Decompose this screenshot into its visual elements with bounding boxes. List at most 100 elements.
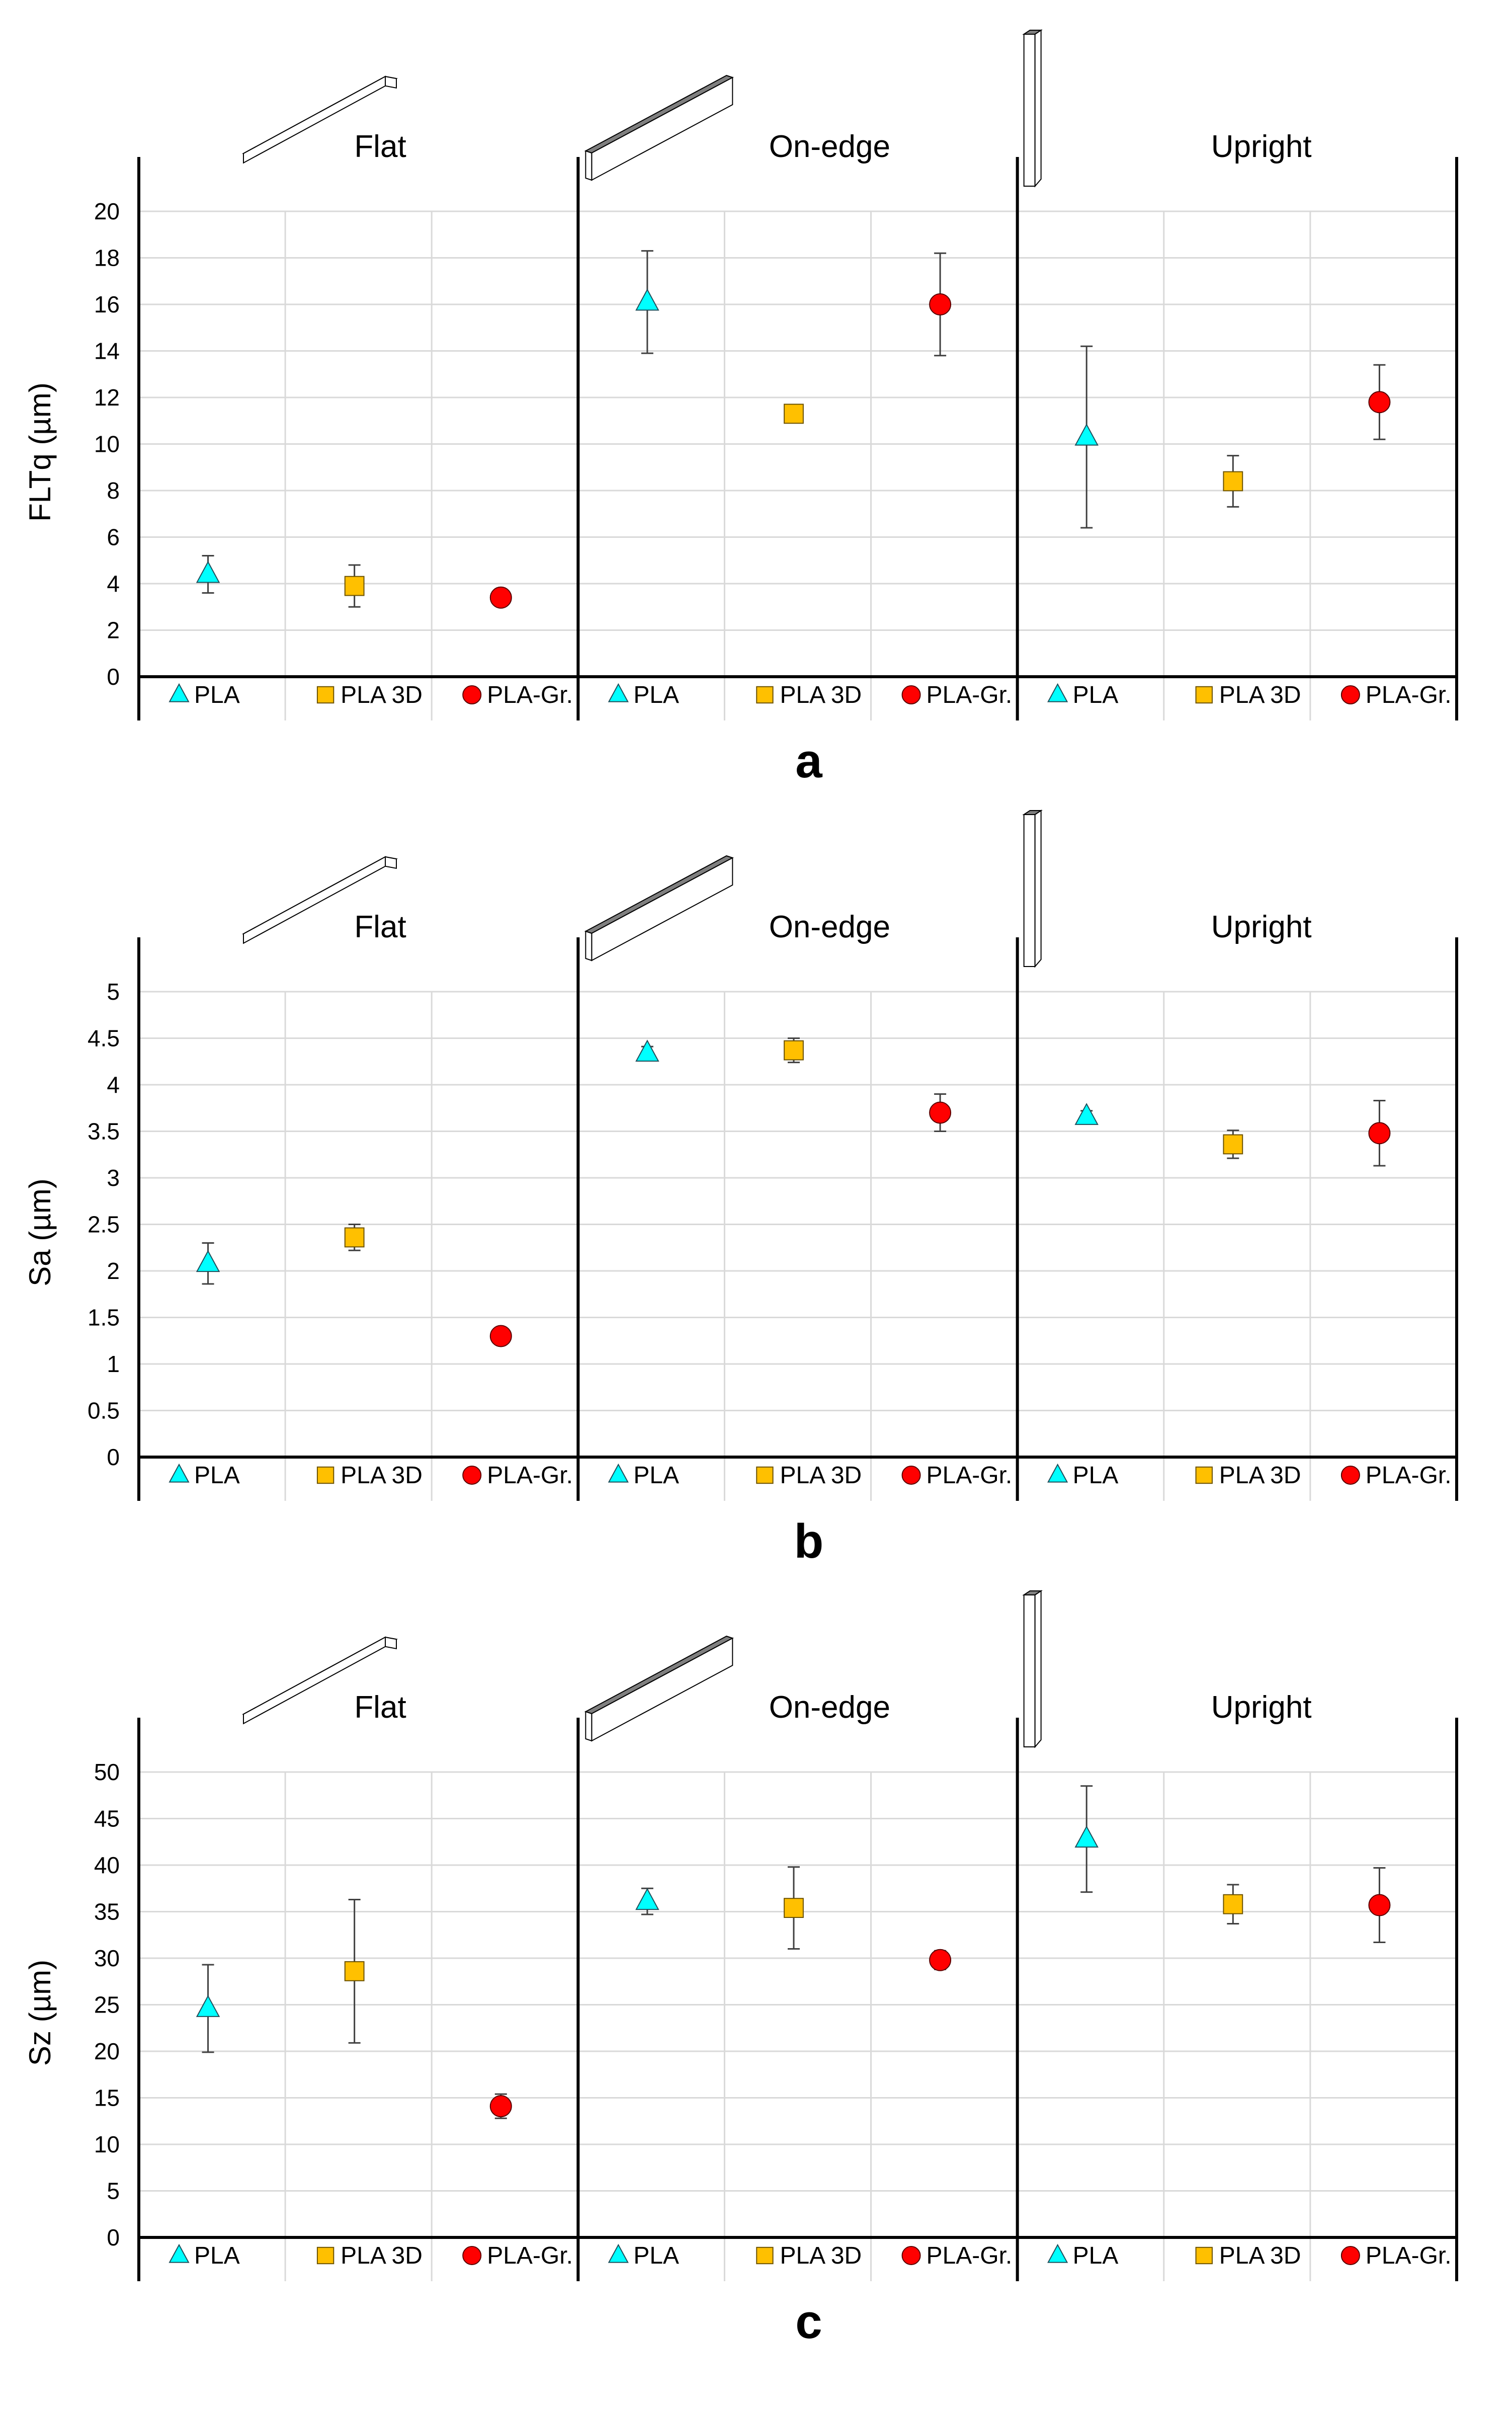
flat-prism-icon: [242, 1636, 398, 1725]
data-point-pla: [1074, 423, 1099, 446]
legend-label: PLA 3D: [1219, 682, 1301, 708]
upright-prism-icon: [1022, 29, 1043, 188]
data-point-pla: [1074, 1103, 1099, 1125]
chart-panel-a: 0 2 4 6 8 10 12 14 16 18 20 FLTq (µm) Flat On-edge Upr…: [23, 29, 1458, 788]
panel-label: c: [795, 2295, 822, 2349]
legend-marker-square: [316, 1466, 334, 1484]
legend-marker-circle: [901, 1466, 921, 1485]
group-label-upright: Upright: [1211, 1690, 1312, 1725]
legend-label: PLA 3D: [341, 682, 423, 708]
y-tick-label: 2: [107, 1258, 120, 1284]
data-point-pla-3d: [344, 1961, 365, 1981]
y-tick-label: 10: [94, 431, 120, 457]
panel-label: a: [795, 734, 822, 788]
legend-marker-triangle: [1047, 1463, 1068, 1483]
y-axis-label: Sz (µm): [23, 1960, 57, 2066]
legend-label: PLA: [194, 682, 240, 708]
data-point-pla: [635, 1888, 659, 1910]
legend-label: PLA-Gr.: [487, 682, 573, 708]
legend-label: PLA: [1073, 2242, 1119, 2269]
legend-label: PLA: [1073, 682, 1119, 708]
legend-marker-circle: [462, 685, 482, 704]
data-point-pla-3d: [1223, 1134, 1243, 1155]
legend-label: PLA: [633, 682, 679, 708]
legend-marker-circle: [901, 685, 921, 704]
legend-label: PLA-Gr.: [1366, 682, 1452, 708]
legend-marker-circle: [901, 2246, 921, 2265]
legend-marker-circle: [1340, 1466, 1360, 1485]
legend-label: PLA: [1073, 1462, 1119, 1489]
upright-prism-icon: [1022, 810, 1043, 968]
legend-marker-triangle: [608, 1463, 629, 1483]
data-point-pla-gr-: [489, 1325, 512, 1347]
data-point-pla: [635, 1039, 659, 1062]
y-tick-label: 12: [94, 384, 120, 411]
group-label-on-edge: On-edge: [769, 910, 890, 944]
legend-label: PLA-Gr.: [487, 1462, 573, 1489]
y-tick-label: 4: [107, 1072, 120, 1098]
y-tick-label: 35: [94, 1899, 120, 1925]
y-tick-label: 20: [94, 198, 120, 224]
y-tick-label: 40: [94, 1852, 120, 1878]
data-point-pla-gr-: [929, 1101, 952, 1124]
on-edge-prism-icon: [584, 1635, 734, 1742]
legend-label: PLA 3D: [780, 2242, 862, 2269]
data-point-pla-3d: [1223, 471, 1243, 492]
y-tick-label: 1: [107, 1351, 120, 1377]
legend-label: PLA 3D: [1219, 1462, 1301, 1489]
legend-marker-square: [1195, 2246, 1213, 2265]
legend-marker-triangle: [1047, 2243, 1068, 2263]
data-point-pla-3d: [344, 576, 365, 596]
legend-marker-triangle: [608, 2243, 629, 2263]
legend-marker-square: [756, 1466, 774, 1484]
y-axis-label: FLTq (µm): [23, 382, 57, 522]
y-tick-label: 45: [94, 1806, 120, 1832]
y-tick-label: 4.5: [88, 1025, 120, 1052]
data-point-pla-gr-: [929, 293, 952, 315]
legend-marker-circle: [1340, 2246, 1360, 2265]
y-tick-label: 0.5: [88, 1398, 120, 1424]
data-point-pla-3d: [1223, 1894, 1243, 1914]
legend-label: PLA-Gr.: [1366, 1462, 1452, 1489]
legend-label: PLA: [194, 1462, 240, 1489]
legend-marker-circle: [462, 2246, 482, 2265]
y-tick-label: 5: [107, 979, 120, 1005]
legend-label: PLA-Gr.: [1366, 2242, 1452, 2269]
chart-panel-b: 0 0.5 1 1.5 2 2.5 3 3.5 4 4.5 5 Sa (µm) Flat On-edge U…: [23, 810, 1458, 1568]
legend-marker-circle: [1340, 685, 1360, 704]
on-edge-prism-icon: [584, 855, 734, 961]
legend-label: PLA: [633, 2242, 679, 2269]
y-tick-label: 20: [94, 2038, 120, 2064]
legend-label: PLA 3D: [1219, 2242, 1301, 2269]
y-tick-label: 0: [107, 664, 120, 690]
legend-label: PLA 3D: [780, 1462, 862, 1489]
legend-label: PLA: [194, 2242, 240, 2269]
y-tick-label: 2: [107, 617, 120, 644]
legend-marker-triangle: [169, 2243, 190, 2263]
data-point-pla-gr-: [489, 2095, 512, 2118]
y-tick-label: 2.5: [88, 1212, 120, 1238]
legend-marker-triangle: [169, 683, 190, 702]
y-tick-label: 15: [94, 2085, 120, 2111]
legend-marker-square: [316, 686, 334, 704]
data-point-pla-3d: [344, 1227, 365, 1248]
chart-panel-c: 0 5 10 15 20 25 30 35 40 45 50 Sz (µm) Flat On-edge Up…: [23, 1590, 1458, 2349]
data-point-pla-gr-: [1368, 1894, 1391, 1916]
legend-marker-square: [1195, 686, 1213, 704]
data-point-pla-gr-: [1368, 1122, 1391, 1145]
y-tick-label: 3.5: [88, 1118, 120, 1145]
y-tick-label: 3: [107, 1165, 120, 1191]
legend-marker-square: [1195, 1466, 1213, 1484]
panel-label: b: [794, 1514, 824, 1568]
legend-label: PLA: [633, 1462, 679, 1489]
legend-label: PLA 3D: [341, 2242, 423, 2269]
data-point-pla-3d: [784, 1040, 804, 1061]
y-tick-label: 50: [94, 1759, 120, 1785]
legend-label: PLA-Gr.: [927, 1462, 1013, 1489]
y-tick-label: 1.5: [88, 1305, 120, 1331]
y-tick-label: 14: [94, 338, 120, 364]
y-tick-label: 18: [94, 245, 120, 271]
y-tick-label: 4: [107, 571, 120, 597]
legend-label: PLA-Gr.: [927, 682, 1013, 708]
y-tick-label: 8: [107, 477, 120, 504]
